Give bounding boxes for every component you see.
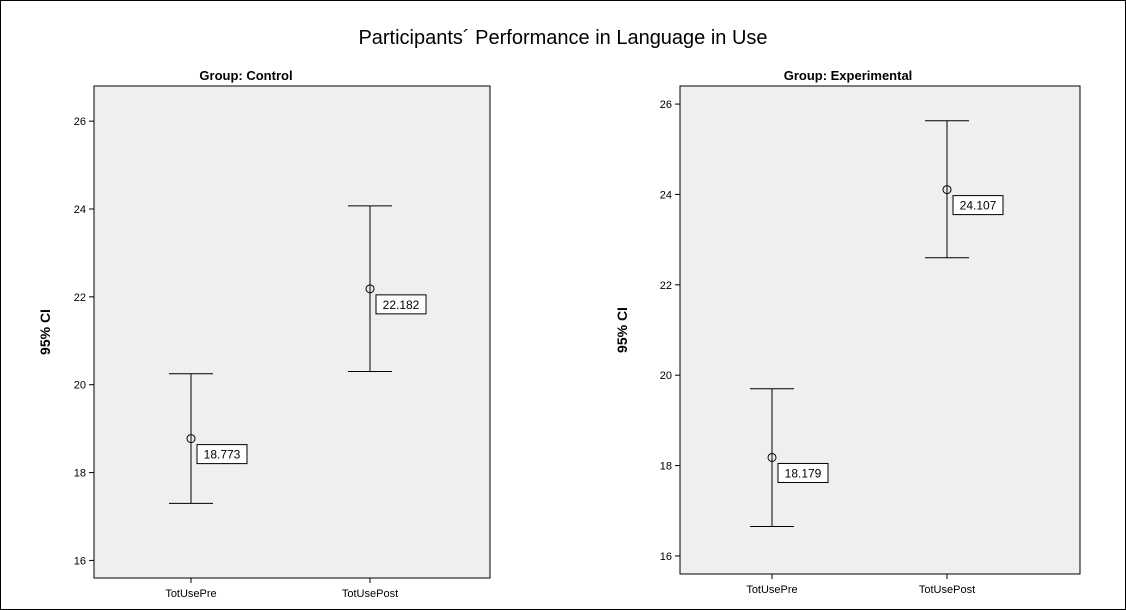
y-tick-label: 22 [660, 280, 672, 292]
data-label: 24.107 [960, 199, 997, 213]
plot-area [93, 85, 491, 579]
error-bar: 24.107 [925, 120, 1004, 259]
y-tick-label: 24 [660, 189, 672, 201]
y-tick-label: 16 [74, 555, 86, 567]
x-axis-ticks: TotUsePre TotUsePost [746, 574, 975, 596]
y-tick-label: 22 [74, 292, 86, 304]
data-label: 18.773 [204, 448, 241, 462]
panel-title: Group: Experimental [784, 68, 913, 83]
x-tick-label: TotUsePre [165, 588, 216, 600]
error-bar: 18.773 [169, 373, 248, 504]
error-bar: 18.179 [750, 388, 829, 528]
figure-title: Participants´ Performance in Language in… [358, 27, 767, 49]
y-tick-label: 18 [74, 468, 86, 480]
y-tick-label: 20 [74, 380, 86, 392]
data-label-box [952, 195, 1004, 216]
chart-panel-experimental: Group: Experimental 95% CI 161820222426 … [614, 68, 1081, 596]
y-tick-label: 26 [660, 99, 672, 111]
y-tick-label: 18 [660, 461, 672, 473]
y-axis-ticks: 16 18 20 22 24 26 [660, 99, 680, 563]
mean-marker [365, 284, 375, 294]
y-axis-ticks: 16 18 20 22 24 26 [74, 116, 94, 567]
panel-title: Group: Control [199, 68, 292, 83]
plot-area [679, 85, 1081, 575]
y-tick-label: 16 [660, 551, 672, 563]
data-label-box [777, 462, 829, 483]
mean-marker [942, 185, 952, 195]
y-tick-label: 20 [660, 370, 672, 382]
x-tick-label: TotUsePost [919, 584, 975, 596]
x-tick-label: TotUsePre [746, 584, 797, 596]
error-bars: 18.179 24.107 [750, 120, 1004, 528]
y-tick-label: 24 [74, 204, 86, 216]
data-label-box [375, 294, 427, 315]
mean-marker [767, 452, 777, 462]
mean-marker [186, 434, 196, 444]
y-tick-label: 26 [74, 116, 86, 128]
chart-panel-control: Group: Control 95% CI 16 18 20 22 24 26 TotUs… [37, 68, 491, 600]
data-label-box [196, 444, 248, 465]
x-axis-ticks: TotUsePre TotUsePost [165, 578, 398, 600]
data-label: 22.182 [383, 298, 420, 312]
x-tick-label: TotUsePost [342, 588, 398, 600]
error-bar: 22.182 [348, 205, 427, 373]
y-axis-label: 95% CI [37, 309, 53, 355]
error-bars: 18.773 22.182 [169, 205, 427, 504]
y-axis-label: 95% CI [614, 307, 630, 353]
data-label: 18.179 [785, 466, 822, 480]
